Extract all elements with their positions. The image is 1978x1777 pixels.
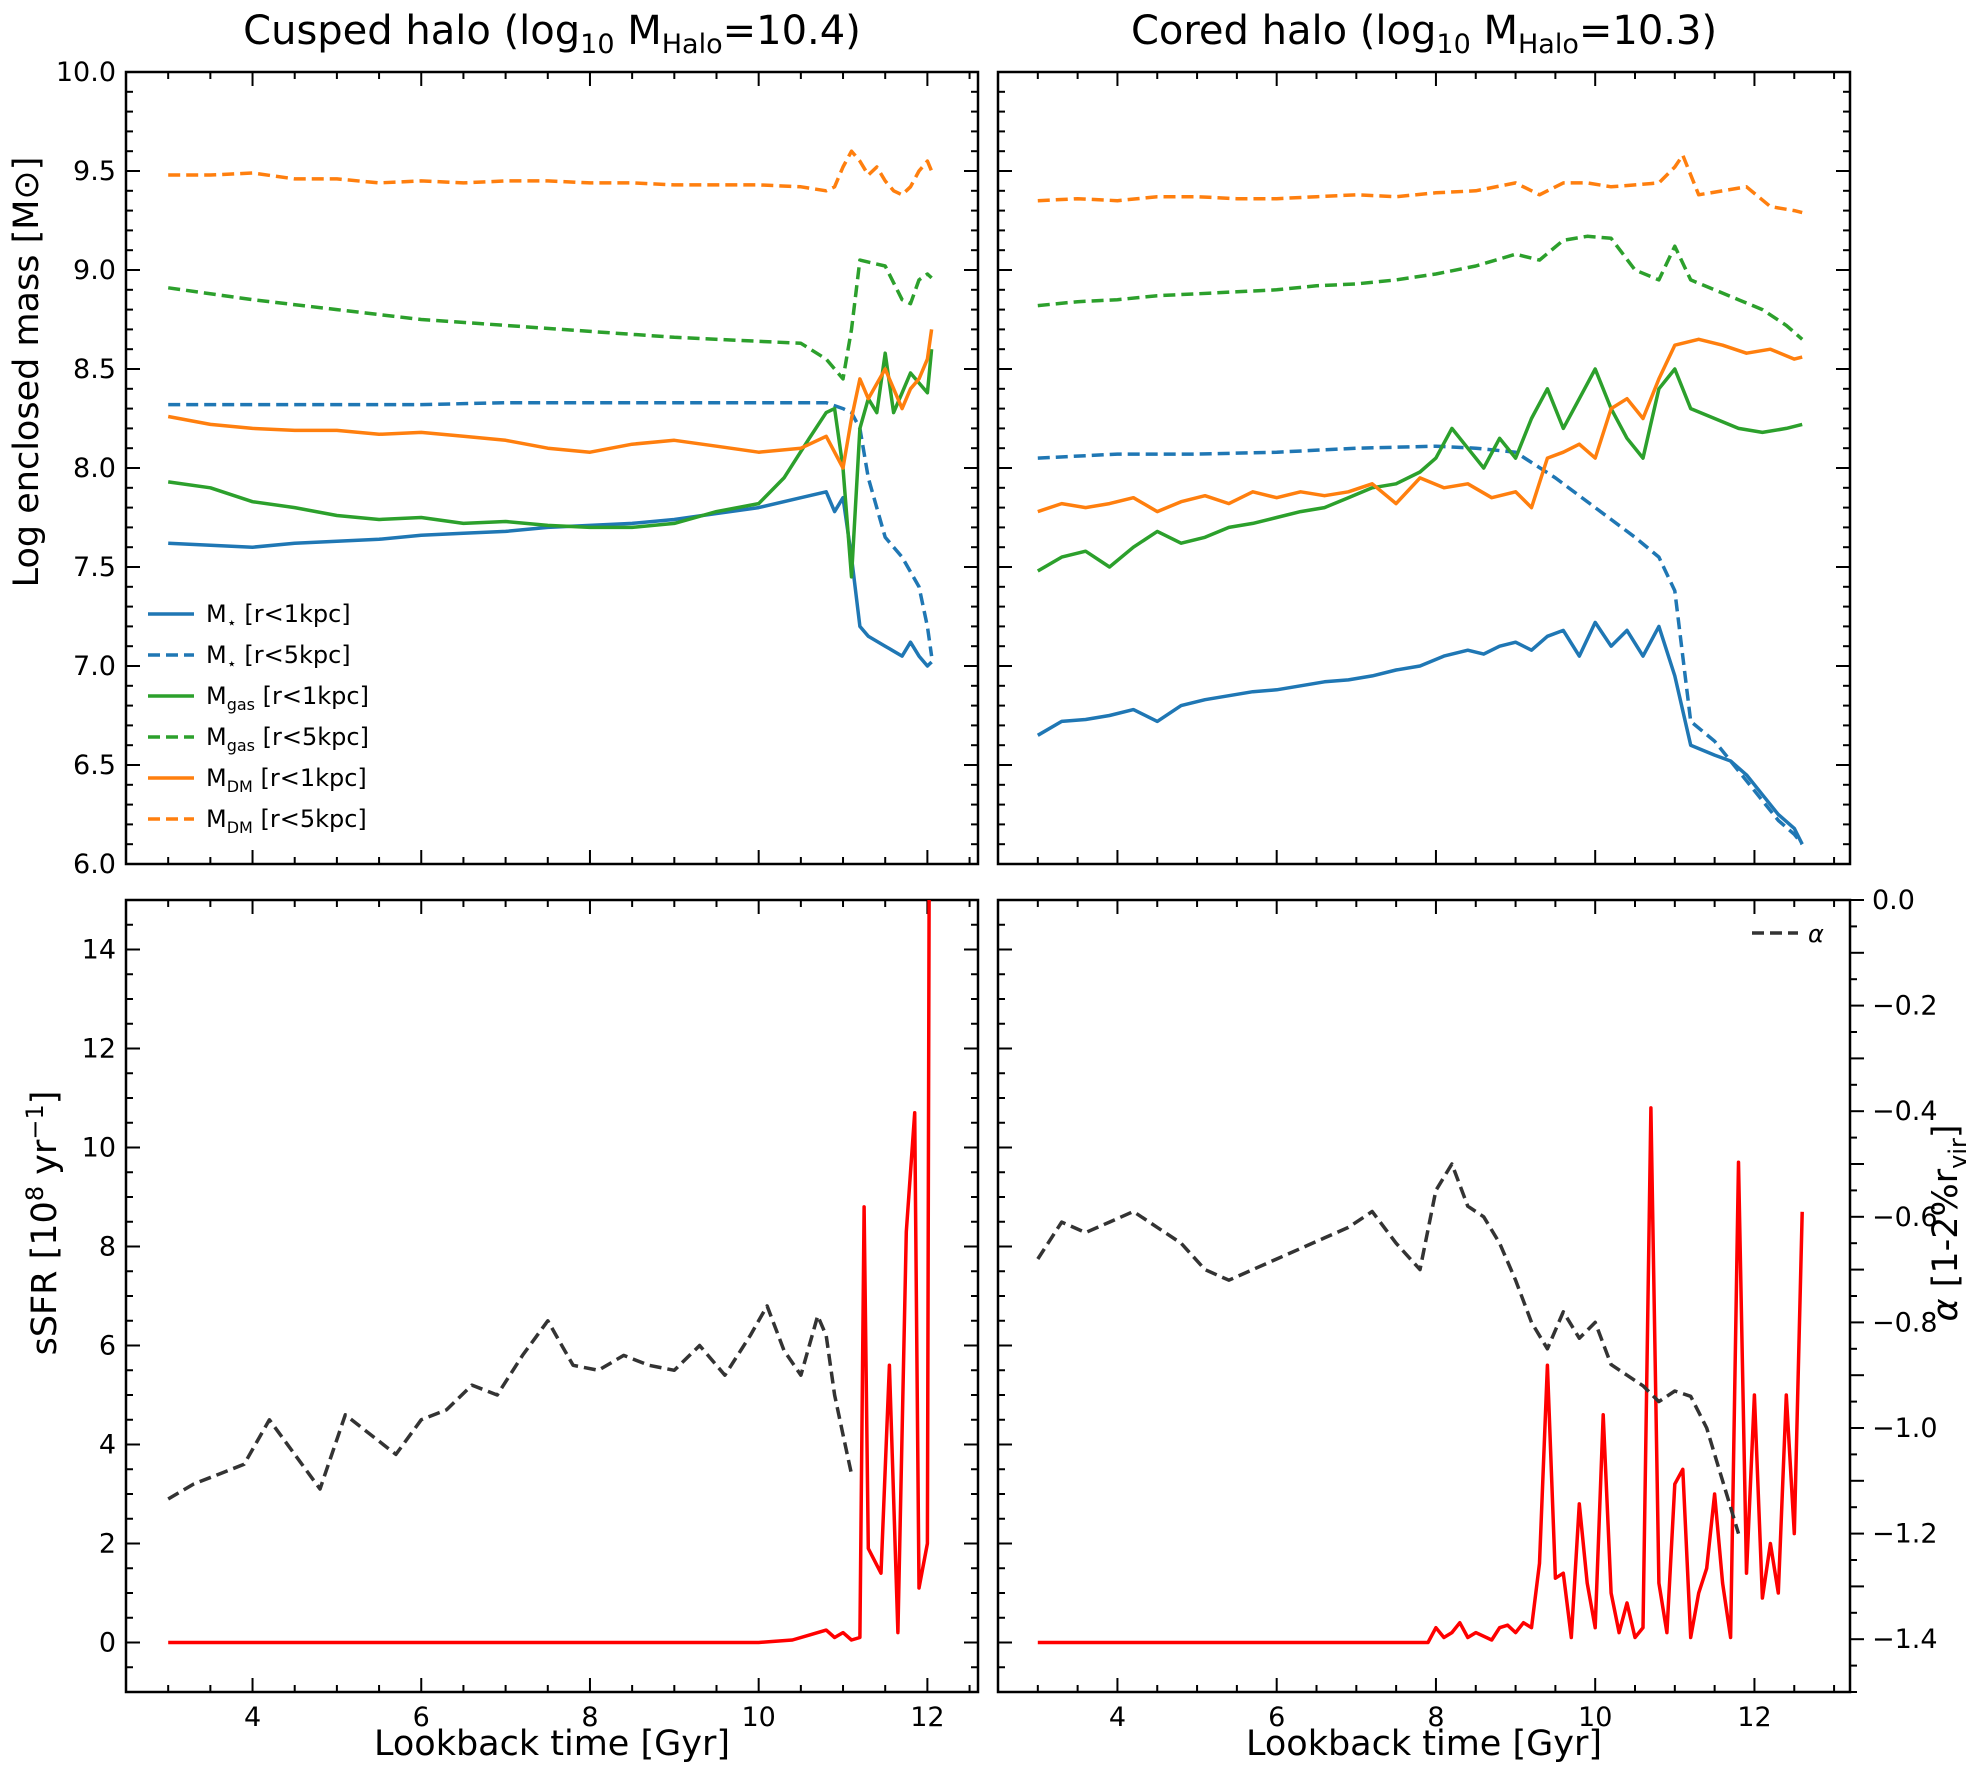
y-tick-label: 7.0: [73, 651, 116, 682]
series-line-mgas-r-1kpc: [1036, 367, 1803, 573]
y-tick-label: 8.5: [73, 354, 116, 385]
y-tick-label: 4: [99, 1430, 116, 1461]
ylabel-bottom-right: α [1-2%rvir]: [1926, 1124, 1972, 1321]
series-line-ssfr: [1037, 1106, 1804, 1645]
y-tick-label: 6.5: [73, 750, 116, 781]
series-line-m-r-1kpc: [168, 490, 933, 668]
y-right-tick-label: −0.4: [1872, 1096, 1938, 1127]
x-tick-label: 8: [581, 1702, 598, 1733]
x-tick-label: 12: [1737, 1702, 1771, 1733]
y-tick-label: 10: [82, 1133, 116, 1164]
ylabel-bottom-left: sSFR [108 yr−1]: [21, 1091, 65, 1356]
y-tick-label: 8: [99, 1232, 116, 1263]
title-right: Cored halo (log10 MHalo=10.3): [1131, 8, 1717, 60]
series-line-m-r-5kpc: [168, 400, 934, 657]
x-tick-label: 10: [1578, 1702, 1612, 1733]
x-tick-label: 12: [910, 1702, 944, 1733]
series-line-ssfr: [168, 899, 931, 1645]
y-right-tick-label: −1.2: [1872, 1519, 1938, 1550]
y-tick-label: 6.0: [73, 849, 116, 880]
xlabel-bottom-left: Lookback time [Gyr]: [374, 1724, 730, 1764]
y-tick-label: 8.0: [73, 453, 116, 484]
series-line-mdm-r-1kpc: [1037, 337, 1803, 514]
series-line-: [167, 1304, 854, 1501]
legend-label-5: MDM [r<5kpc]: [206, 805, 367, 837]
y-tick-label: 9.5: [73, 156, 116, 187]
legend-label-1: M⋆ [r<5kpc]: [206, 641, 351, 673]
series-line-mgas-r-5kpc: [1037, 234, 1804, 341]
legend-top-left: M⋆ [r<1kpc] M⋆ [r<5kpc] Mgas [r<1kpc] Mg…: [148, 600, 369, 837]
y-right-tick-label: −0.2: [1872, 991, 1938, 1022]
series-line-m-r-1kpc: [1036, 620, 1804, 845]
y-tick-label: 0: [99, 1628, 116, 1659]
series-line-mdm-r-5kpc: [1037, 153, 1803, 215]
series-line-mdm-r-1kpc: [167, 329, 934, 470]
x-tick-label: 10: [741, 1702, 775, 1733]
series-line-mdm-r-5kpc: [168, 149, 934, 197]
legend-label-4: MDM [r<1kpc]: [206, 764, 367, 796]
x-tick-label: 6: [1268, 1702, 1285, 1733]
y-right-tick-label: −0.8: [1872, 1307, 1938, 1338]
title-left: Cusped halo (log10 MHalo=10.4): [243, 8, 861, 60]
series-line-mgas-r-1kpc: [167, 349, 934, 579]
series-line-m-r-5kpc: [1037, 444, 1804, 846]
legend-label-2: Mgas [r<1kpc]: [206, 682, 369, 714]
y-tick-label: 9.0: [73, 255, 116, 286]
legend-bottom-right: α: [1752, 920, 1824, 948]
legend-label-0: M⋆ [r<1kpc]: [206, 600, 351, 632]
x-tick-label: 4: [1109, 1702, 1126, 1733]
series-line-: [1036, 1162, 1741, 1535]
x-tick-label: 6: [413, 1702, 430, 1733]
series-line-mgas-r-5kpc: [167, 258, 933, 381]
legend-label-3: Mgas [r<5kpc]: [206, 723, 369, 755]
y-tick-label: 7.5: [73, 552, 116, 583]
y-right-tick-label: −1.4: [1872, 1624, 1938, 1655]
y-right-tick-label: −0.6: [1872, 1202, 1938, 1233]
x-tick-label: 4: [244, 1702, 261, 1733]
y-right-tick-label: 0.0: [1872, 885, 1915, 916]
legend-alpha-label: α: [1808, 920, 1824, 948]
chart-marks: 6.0 6.5 7.0 7.5 8.0 8.5 9.0 9.5 10.0 4 6 8 10 12 0 2 4 6 8…: [56, 57, 1938, 1733]
y-tick-label: 14: [82, 935, 116, 966]
y-tick-label: 12: [82, 1034, 116, 1065]
y-right-tick-label: −1.0: [1872, 1413, 1938, 1444]
ylabel-top-left: Log enclosed mass [M⊙]: [7, 157, 47, 588]
xlabel-bottom-right: Lookback time [Gyr]: [1246, 1724, 1602, 1764]
y-tick-label: 6: [99, 1331, 116, 1362]
y-tick-label: 10.0: [56, 57, 116, 88]
x-tick-label: 8: [1427, 1702, 1444, 1733]
y-tick-label: 2: [99, 1529, 116, 1560]
panel-frame-bottom-left: [124, 898, 980, 1694]
